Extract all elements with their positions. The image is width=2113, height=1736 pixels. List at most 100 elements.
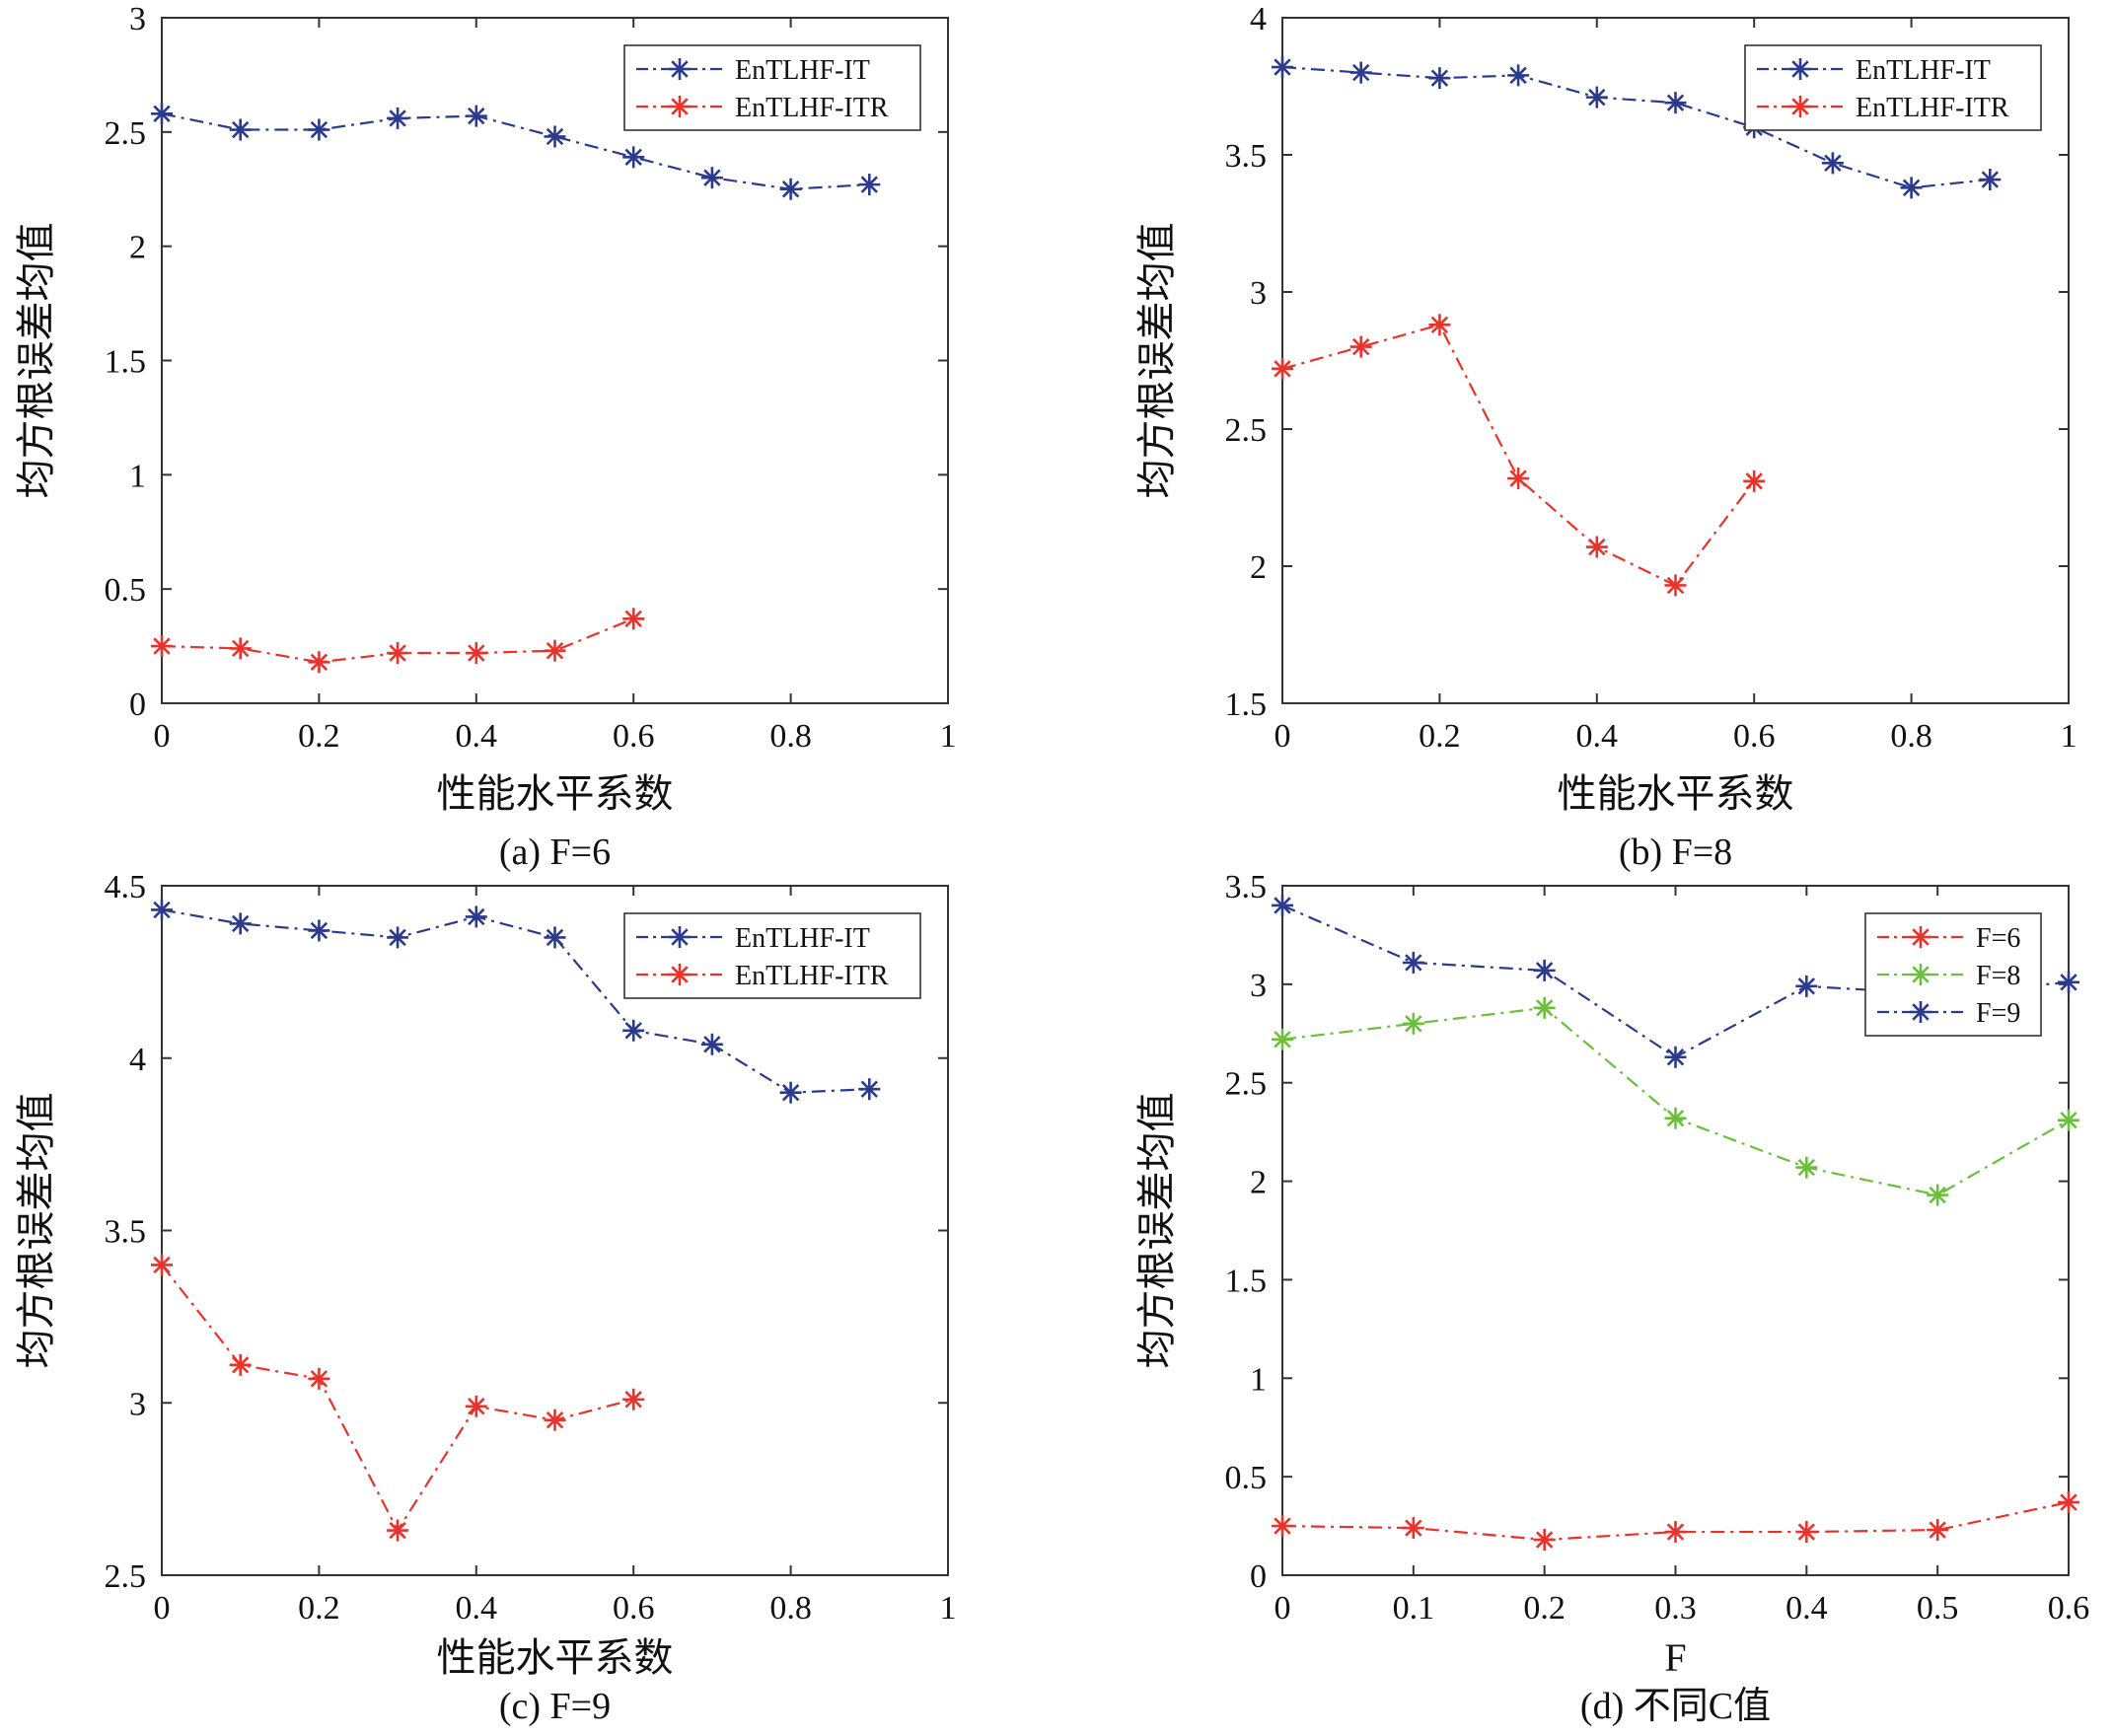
data-point-marker bbox=[1349, 335, 1372, 358]
y-tick-label: 2.5 bbox=[105, 115, 147, 152]
data-point-marker bbox=[465, 905, 487, 928]
legend-marker bbox=[669, 926, 691, 948]
data-point-marker bbox=[1402, 1012, 1424, 1035]
data-point-marker bbox=[387, 107, 409, 129]
data-point-marker bbox=[229, 118, 252, 141]
legend-entry: EnTLHF-ITR bbox=[636, 93, 889, 123]
legend-entry: EnTLHF-ITR bbox=[1757, 93, 2009, 123]
data-point-marker bbox=[1272, 894, 1293, 916]
legend-box bbox=[1744, 44, 2042, 131]
legend-marker bbox=[1789, 58, 1811, 80]
data-point-marker bbox=[229, 912, 252, 935]
y-tick-label: 3 bbox=[129, 1, 146, 37]
y-tick-label: 2.5 bbox=[1225, 1066, 1268, 1103]
x-tick-label: 0.6 bbox=[1733, 718, 1776, 755]
data-point-marker bbox=[1402, 951, 1424, 974]
data-point-marker bbox=[2058, 1491, 2079, 1514]
y-tick-label: 2 bbox=[129, 230, 146, 266]
legend: EnTLHF-IT EnTLHF-ITR bbox=[623, 912, 921, 999]
series-line bbox=[161, 908, 870, 1094]
x-tick-label: 0.5 bbox=[1917, 1590, 1959, 1627]
data-point-marker bbox=[700, 1033, 723, 1055]
data-point-marker bbox=[387, 926, 409, 949]
data-point-marker bbox=[1272, 1028, 1293, 1050]
y-axis-label: 均方根误差均值 bbox=[1134, 1093, 1179, 1369]
data-point-marker bbox=[1821, 152, 1844, 175]
x-axis-label: 性能水平系数 bbox=[437, 771, 674, 816]
x-tick-label: 0.2 bbox=[298, 718, 340, 755]
legend-label: F=6 bbox=[1976, 923, 2020, 954]
data-point-marker bbox=[308, 118, 330, 141]
data-point-marker bbox=[1927, 1184, 1949, 1206]
legend: EnTLHF-IT EnTLHF-ITR bbox=[623, 44, 921, 131]
chart-caption: (a) F=6 bbox=[499, 832, 611, 873]
data-point-marker bbox=[1507, 468, 1530, 490]
x-tick-label: 1 bbox=[940, 718, 957, 755]
x-tick-label: 0.8 bbox=[769, 718, 812, 755]
x-tick-label: 0 bbox=[1275, 1590, 1291, 1627]
legend: EnTLHF-IT EnTLHF-ITR bbox=[1744, 44, 2042, 131]
data-point-marker bbox=[1900, 177, 1923, 199]
series-EnTLHF-ITR bbox=[151, 1254, 645, 1542]
data-point-marker bbox=[465, 1395, 487, 1417]
y-tick-label: 1.5 bbox=[105, 344, 147, 381]
chart-caption: (b) F=8 bbox=[1619, 832, 1732, 873]
data-point-marker bbox=[1927, 1519, 1949, 1542]
data-point-marker bbox=[1533, 1529, 1556, 1552]
y-axis-label: 均方根误差均值 bbox=[1134, 223, 1179, 499]
data-point-marker bbox=[308, 1367, 330, 1390]
y-tick-label: 4 bbox=[129, 1042, 146, 1078]
data-point-marker bbox=[1349, 61, 1372, 84]
data-point-marker bbox=[1428, 67, 1451, 90]
legend-marker bbox=[1910, 964, 1931, 985]
legend-label: EnTLHF-ITR bbox=[735, 93, 889, 123]
data-point-marker bbox=[544, 926, 566, 949]
data-point-marker bbox=[1402, 1517, 1424, 1540]
legend-label: EnTLHF-IT bbox=[735, 923, 870, 954]
x-axis-label: 性能水平系数 bbox=[1558, 771, 1794, 816]
series-line bbox=[1281, 65, 1991, 189]
x-tick-label: 0.6 bbox=[613, 718, 655, 755]
legend-label: F=8 bbox=[1976, 961, 2020, 991]
x-tick-label: 0.1 bbox=[1393, 1590, 1435, 1627]
data-point-marker bbox=[229, 1353, 252, 1376]
data-point-marker bbox=[1507, 64, 1530, 87]
x-tick-label: 0.4 bbox=[456, 1590, 498, 1627]
x-tick-label: 0.2 bbox=[298, 1590, 340, 1627]
data-point-marker bbox=[779, 178, 802, 200]
chart-d: 0 0.1 0.2 0.3 0.4 0.5 0.6 0 0.5 1 1.5 2 2.5 3 3.5 F 均方根误… bbox=[1134, 869, 2089, 1727]
data-point-marker bbox=[1795, 1156, 1818, 1179]
series-EnTLHF-ITR bbox=[1272, 314, 1766, 597]
x-tick-label: 0.4 bbox=[1576, 718, 1619, 755]
data-point-marker bbox=[151, 103, 173, 125]
y-tick-label: 0.5 bbox=[1225, 1460, 1268, 1496]
data-point-marker bbox=[308, 919, 330, 942]
data-point-marker bbox=[465, 642, 487, 665]
legend-box bbox=[623, 912, 921, 999]
legend-label: EnTLHF-ITR bbox=[735, 961, 889, 991]
data-point-marker bbox=[151, 1254, 173, 1276]
data-point-marker bbox=[151, 635, 173, 658]
data-point-marker bbox=[387, 642, 409, 665]
data-point-marker bbox=[544, 125, 566, 148]
data-point-marker bbox=[1979, 169, 2002, 191]
legend-box bbox=[623, 44, 921, 131]
y-tick-label: 1.5 bbox=[1225, 1263, 1268, 1299]
y-axis-label: 均方根误差均值 bbox=[14, 1093, 58, 1369]
x-tick-label: 1 bbox=[940, 1590, 957, 1627]
legend-label: EnTLHF-IT bbox=[735, 55, 870, 86]
legend-label: EnTLHF-ITR bbox=[1856, 93, 2009, 123]
legend-entry: EnTLHF-IT bbox=[636, 923, 870, 954]
x-tick-label: 0.3 bbox=[1654, 1590, 1697, 1627]
data-point-marker bbox=[2058, 1109, 2079, 1131]
x-tick-label: 0.4 bbox=[1785, 1590, 1828, 1627]
data-point-marker bbox=[700, 167, 723, 189]
x-tick-label: 0.8 bbox=[1890, 718, 1932, 755]
data-point-marker bbox=[2058, 971, 2079, 993]
x-tick-label: 1 bbox=[2061, 718, 2077, 755]
data-point-marker bbox=[1272, 1515, 1293, 1538]
data-point-marker bbox=[1272, 56, 1293, 79]
y-tick-label: 3 bbox=[1250, 968, 1267, 1004]
legend: F=6 F=8 F=9 bbox=[1864, 912, 2042, 1037]
data-point-marker bbox=[779, 1081, 802, 1104]
